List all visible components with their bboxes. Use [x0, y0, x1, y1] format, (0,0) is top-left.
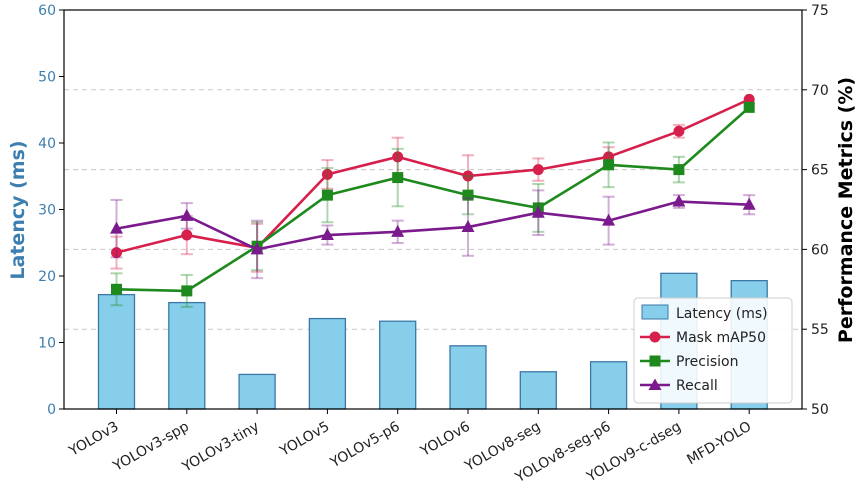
marker-mask-map50	[392, 151, 404, 163]
marker-recall	[672, 194, 686, 207]
legend-marker-precision	[649, 355, 661, 367]
right-tick-label: 65	[811, 163, 829, 179]
marker-recall	[742, 197, 756, 210]
x-tick-label: YOLOv6	[417, 419, 473, 461]
marker-recall	[602, 213, 616, 226]
marker-recall	[320, 228, 334, 241]
bar-latency	[589, 361, 628, 410]
bar-latency	[379, 320, 417, 410]
left-tick-label: 40	[38, 136, 56, 152]
marker-precision	[321, 189, 333, 201]
bar-latency	[97, 293, 136, 410]
marker-precision	[181, 285, 193, 297]
legend-label-latency: Latency (ms)	[676, 306, 768, 322]
left-tick-label: 30	[38, 203, 56, 219]
legend-marker-recall	[648, 378, 662, 390]
line-recall	[116, 200, 750, 251]
right-axis-label: Performance Metrics (%)	[835, 77, 857, 343]
legend-marker-mask	[649, 331, 661, 343]
bar-latency	[168, 301, 206, 410]
legend-swatch-latency	[641, 304, 669, 320]
left-tick-label: 0	[47, 402, 56, 418]
right-tick-label: 60	[811, 242, 829, 258]
bar-latency	[308, 317, 347, 410]
left-tick-label: 20	[38, 269, 56, 285]
bar-latency	[449, 345, 487, 410]
left-axis-label: Latency (ms)	[7, 140, 29, 279]
x-tick-label: MFD-YOLO	[684, 419, 754, 469]
legend-label-precision: Precision	[676, 354, 738, 370]
right-axis-ticks: 50 55 60 65 70 75	[802, 3, 829, 418]
marker-recall	[461, 220, 475, 233]
left-axis-ticks: 0 10 20 30 40 50 60	[38, 3, 64, 418]
bar-latency	[519, 371, 557, 410]
x-tick-label: YOLOv5-p6	[327, 419, 403, 472]
marker-mask-map50	[532, 164, 544, 176]
legend: Latency (ms) Mask mAP50 Precision Recall	[633, 297, 793, 404]
marker-precision	[111, 283, 122, 295]
bar-latency	[238, 373, 276, 410]
line-mask-map50	[116, 98, 750, 254]
marker-precision	[392, 172, 404, 184]
x-tick-label: YOLOv3-tiny	[179, 419, 262, 476]
marker-recall	[531, 205, 545, 218]
marker-mask-map50	[673, 125, 685, 137]
line-precision	[116, 106, 751, 293]
marker-recall	[180, 208, 194, 221]
marker-mask-map50	[321, 168, 333, 180]
x-tick-label: YOLOv3	[66, 419, 122, 461]
marker-precision	[673, 164, 685, 176]
marker-recall	[391, 224, 405, 237]
marker-precision	[743, 101, 755, 113]
right-tick-label: 75	[811, 3, 829, 19]
right-tick-label: 50	[811, 402, 829, 418]
x-tick-label: YOLOv5	[276, 419, 332, 461]
marker-mask-map50	[111, 247, 122, 259]
legend-label-mask: Mask mAP50	[676, 330, 766, 346]
marker-mask-map50	[181, 229, 193, 241]
marker-recall	[110, 221, 123, 234]
series-lines	[110, 93, 756, 308]
left-tick-label: 60	[38, 3, 56, 19]
marker-precision	[462, 189, 474, 201]
left-tick-label: 10	[38, 336, 56, 352]
marker-precision	[603, 159, 615, 171]
marker-recall	[250, 242, 264, 255]
marker-mask-map50	[462, 170, 474, 182]
legend-box	[633, 297, 793, 404]
legend-label-recall: Recall	[676, 378, 718, 394]
left-tick-label: 50	[38, 70, 56, 86]
right-tick-label: 55	[811, 322, 829, 338]
right-tick-label: 70	[811, 83, 829, 99]
x-tick-label: YOLOv3-spp	[110, 419, 192, 476]
